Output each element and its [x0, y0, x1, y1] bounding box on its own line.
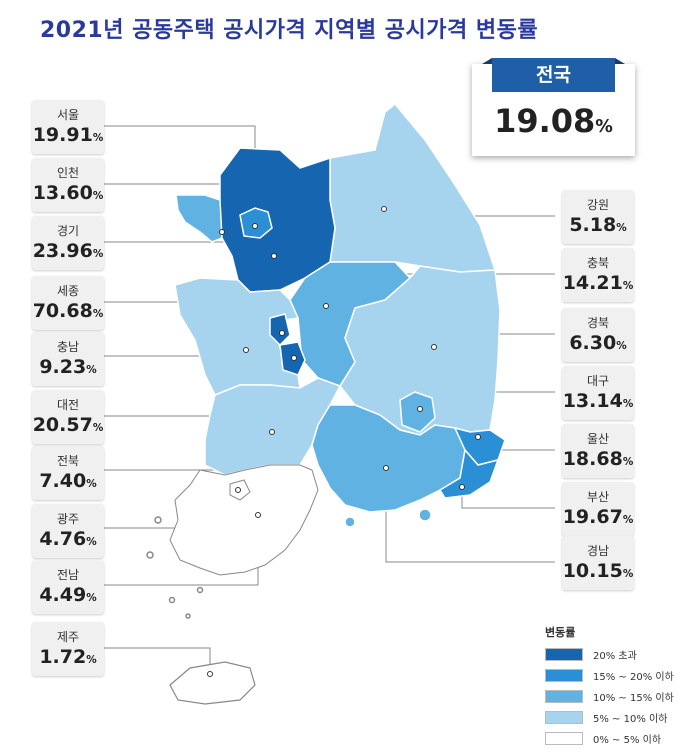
- legend-swatch: [545, 690, 583, 703]
- legend-item: 5% ~ 10% 이하: [545, 707, 695, 728]
- label-chungnam: 충남 9.23%: [32, 332, 104, 386]
- region-daegu: [399, 391, 436, 433]
- legend-title: 변동률: [545, 626, 576, 639]
- national-summary-box: 전국 19.08%: [472, 58, 635, 156]
- region-incheon: [175, 194, 223, 243]
- regions: [146, 102, 506, 705]
- label-gwangju: 광주 4.76%: [32, 504, 104, 558]
- region-markers: [207, 206, 481, 677]
- label-gyeongnam: 경남 10.15%: [562, 536, 634, 590]
- legend-item: 0% ~ 5% 이하: [545, 728, 695, 749]
- label-jeju: 제주 1.72%: [32, 622, 104, 676]
- label-daegu: 대구 13.14%: [562, 366, 634, 420]
- legend-item: 20% 초과: [545, 644, 695, 665]
- label-sejong: 세종 70.68%: [32, 276, 104, 330]
- region-seoul: [239, 207, 273, 239]
- legend-swatch: [545, 669, 583, 682]
- legend-item: 10% ~ 15% 이하: [545, 686, 695, 707]
- region-jeonnam: [169, 464, 319, 576]
- legend-item: 15% ~ 20% 이하: [545, 665, 695, 686]
- legend-swatch: [545, 732, 583, 745]
- region-busan: [438, 448, 500, 499]
- national-label: 전국: [482, 58, 625, 92]
- label-ulsan: 울산 18.68%: [562, 424, 634, 478]
- label-gyeonggi: 경기 23.96%: [32, 216, 104, 270]
- legend-swatch: [545, 648, 583, 661]
- label-jeonnam: 전남 4.49%: [32, 560, 104, 614]
- label-incheon: 인천 13.60%: [32, 158, 104, 212]
- label-chungbuk: 충북 14.21%: [562, 248, 634, 302]
- region-jeju: [169, 661, 256, 705]
- label-daejeon: 대전 20.57%: [32, 390, 104, 444]
- legend-swatch: [545, 711, 583, 724]
- label-busan: 부산 19.67%: [562, 482, 634, 536]
- region-sejong: [269, 313, 291, 347]
- label-gyeongbuk: 경북 6.30%: [562, 308, 634, 362]
- region-gangwon: [329, 102, 497, 273]
- national-value: 19.08%: [494, 102, 613, 140]
- page-title: 2021년 공동주택 공시가격 지역별 공시가격 변동률: [40, 18, 539, 43]
- label-jeonbuk: 전북 7.40%: [32, 446, 104, 500]
- label-seoul: 서울 19.91%: [32, 100, 104, 154]
- label-gangwon: 강원 5.18%: [562, 190, 634, 244]
- map-legend: 변동률 20% 초과 15% ~ 20% 이하 10% ~ 15% 이하 5% …: [545, 624, 695, 749]
